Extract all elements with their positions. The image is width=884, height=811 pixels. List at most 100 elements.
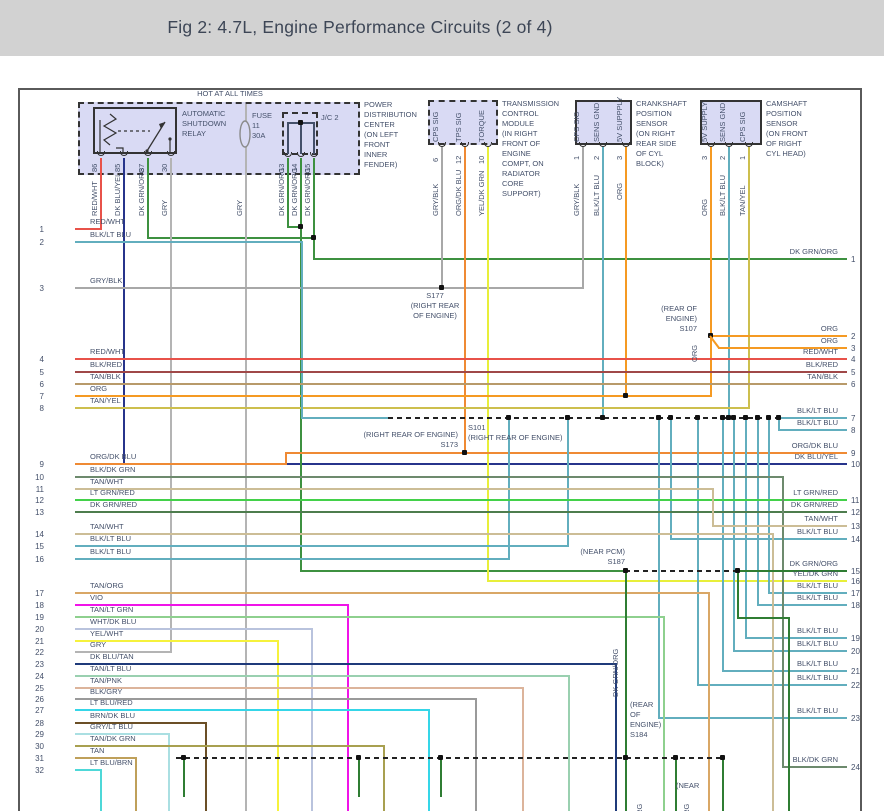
wire-org-dk-blu-row9 bbox=[285, 452, 287, 465]
right-stub-number: 8 bbox=[851, 426, 856, 435]
fuse-label: FUSE 11 30A bbox=[252, 111, 273, 140]
splice-dot bbox=[720, 415, 725, 420]
transmission-control-module-label: TRANSMISSION CONTROL MODULE (IN RIGHT FR… bbox=[502, 99, 560, 198]
left-stub-label: TAN/ORG bbox=[90, 581, 124, 590]
left-stub-number: 4 bbox=[39, 355, 44, 364]
left-stub-number: 24 bbox=[35, 672, 44, 681]
wire-tan-wht-left14 bbox=[75, 533, 774, 535]
right-stub-label: BLK/LT BLU bbox=[797, 593, 838, 602]
splice-dot bbox=[656, 415, 661, 420]
wire-brn-dk-blu-row28 bbox=[205, 722, 207, 811]
left-stub-number: 15 bbox=[35, 542, 44, 551]
wire-org-cam bbox=[710, 146, 712, 337]
right-stub-number: 16 bbox=[851, 577, 860, 586]
splice-dot bbox=[720, 755, 725, 760]
diagram-border bbox=[18, 88, 862, 811]
left-stub-label: DK GRN/RED bbox=[90, 500, 138, 509]
wire-dk-blu-tan-row23 bbox=[615, 663, 617, 811]
wire-dk-grn-red-row bbox=[75, 511, 847, 513]
wire-tan-lt-grn-row19 bbox=[663, 616, 665, 811]
right-stub-number: 18 bbox=[851, 601, 860, 610]
wire-tan-pnk-row25 bbox=[522, 687, 524, 811]
left-stub-number: 26 bbox=[35, 695, 44, 704]
pin-bracket-icon bbox=[599, 142, 607, 147]
splice-dot bbox=[439, 285, 444, 290]
wire-blk-gry-row26 bbox=[75, 698, 477, 700]
left-stub-number: 18 bbox=[35, 601, 44, 610]
wire-gry-pin30 bbox=[170, 158, 172, 653]
left-stub-label: YEL/WHT bbox=[90, 629, 124, 638]
wire-vio-row18 bbox=[75, 604, 349, 606]
wire-blk-lt-blu-stub21 bbox=[722, 670, 847, 672]
left-stub-label: TAN bbox=[90, 746, 105, 755]
right-stub-label: ORG bbox=[820, 336, 838, 345]
wire-yel-dk-grn-tcm bbox=[487, 146, 489, 582]
left-stub-label: BLK/RED bbox=[90, 360, 123, 369]
wire-blk-lt-blu-stub23 bbox=[658, 717, 847, 719]
wire-blk-lt-blu-stub19 bbox=[745, 417, 747, 639]
wire-blk-lt-blu-crank bbox=[602, 146, 604, 419]
pin-bracket-icon bbox=[725, 142, 733, 147]
wire-tan-org-row17 bbox=[75, 592, 710, 594]
pin-bracket-icon bbox=[310, 152, 318, 157]
wire-dk-blu-tan-row23 bbox=[75, 663, 617, 665]
splice-dot bbox=[623, 568, 628, 573]
left-stub-number: 17 bbox=[35, 589, 44, 598]
left-stub-label: LT BLU/RED bbox=[90, 698, 133, 707]
right-stub-label: ORG bbox=[820, 324, 838, 333]
wire-dk-grn-org-s184-drop-b bbox=[358, 757, 360, 797]
wire-dk-grn-org-jc15 bbox=[313, 158, 315, 260]
left-stub-number: 10 bbox=[35, 473, 44, 482]
splice-dot bbox=[743, 415, 748, 420]
wire-tan-org-row17 bbox=[708, 592, 710, 811]
wire-dk-grn-org-jc14 bbox=[300, 570, 627, 572]
left-stub-label: RED/WHT bbox=[90, 217, 125, 226]
wire-red-wht-pin86 bbox=[100, 158, 102, 230]
wire-dk-grn-org-pin87 bbox=[147, 158, 149, 239]
wire-lt-grn-red-row bbox=[75, 499, 847, 501]
hot-at-all-times-label: HOT AT ALL TIMES bbox=[197, 89, 263, 98]
wire-blk-gry-row26 bbox=[475, 698, 477, 811]
right-stub-number: 4 bbox=[851, 355, 856, 364]
wire-lt-blu-red-row27 bbox=[428, 709, 430, 811]
right-stub-label: BLK/LT BLU bbox=[797, 659, 838, 668]
left-stub-label: DK BLU/TAN bbox=[90, 652, 134, 661]
splice-dot bbox=[298, 120, 303, 125]
left-stub-label: TAN/BLK bbox=[90, 372, 121, 381]
pin-bracket-icon bbox=[745, 142, 753, 147]
wire-blk-lt-blu-stub23 bbox=[658, 417, 660, 719]
left-stub-number: 23 bbox=[35, 660, 44, 669]
wire-blk-lt-blu-stub21 bbox=[722, 417, 724, 672]
right-stub-label: BLK/LT BLU bbox=[797, 527, 838, 536]
left-stub-label: WHT/DK BLU bbox=[90, 617, 137, 626]
pin-bracket-icon bbox=[167, 151, 175, 156]
wire-blk-lt-blu-stub18 bbox=[757, 604, 847, 606]
left-stub-number: 27 bbox=[35, 706, 44, 715]
wire-dk-grn-org-s184-drop-a bbox=[183, 757, 185, 797]
right-stub-number: 15 bbox=[851, 567, 860, 576]
right-stub-label: LT GRN/RED bbox=[793, 488, 838, 497]
crankshaft-position-sensor-label: CRANKSHAFT POSITION SENSOR (ON RIGHT REA… bbox=[636, 99, 687, 168]
splice-dot bbox=[356, 755, 361, 760]
left-stub-label: TAN/DK GRN bbox=[90, 734, 136, 743]
left-stub-number: 30 bbox=[35, 742, 44, 751]
wire-s184-dash bbox=[176, 757, 724, 759]
splice-dot bbox=[623, 393, 628, 398]
left-stub-label: BLK/LT BLU bbox=[90, 547, 131, 556]
wire-blk-lt-blu-stub20 bbox=[733, 650, 847, 652]
wire-tan-lt-blu-row24 bbox=[75, 675, 570, 677]
wire-org-dk-blu-row9 bbox=[75, 463, 287, 465]
wire-tan-pnk-row25 bbox=[75, 687, 524, 689]
wire-dk-grn-org-jc13 bbox=[287, 158, 289, 228]
splice-near-cutoff-label: (NEAR bbox=[676, 781, 700, 790]
splice-dot bbox=[600, 415, 605, 420]
left-stub-label: BLK/LT BLU bbox=[90, 230, 131, 239]
wire-gry-blk-row3 bbox=[75, 287, 584, 289]
left-stub-label: BLK/DK GRN bbox=[90, 465, 136, 474]
camshaft-position-sensor-label: CAMSHAFT POSITION SENSOR (ON FRONT OF RI… bbox=[766, 99, 808, 158]
left-stub-label: TAN/YEL bbox=[90, 396, 121, 405]
wire-blk-lt-blu-stub14 bbox=[670, 417, 672, 540]
left-stub-number: 9 bbox=[39, 460, 44, 469]
